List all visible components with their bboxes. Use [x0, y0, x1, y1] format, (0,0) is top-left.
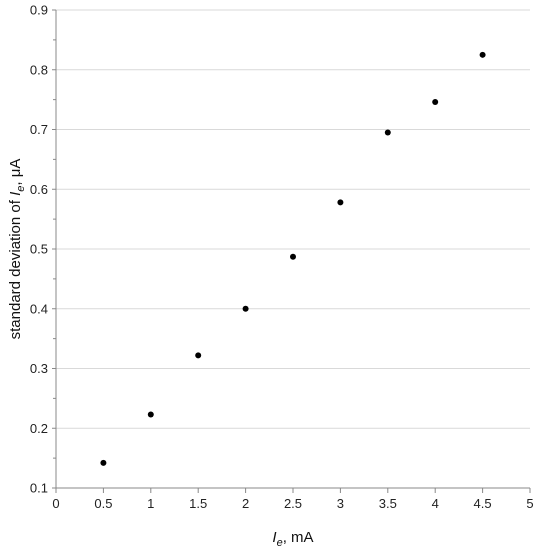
y-tick-label: 0.4 [30, 301, 48, 316]
data-point [100, 459, 107, 466]
data-point [242, 305, 249, 312]
y-tick-label: 0.5 [30, 242, 48, 257]
y-axis-title-var: I [7, 192, 24, 196]
x-tick-label: 2.5 [284, 496, 302, 511]
y-tick-label: 0.1 [30, 481, 48, 496]
x-tick-label: 4 [432, 496, 439, 511]
x-tick-label: 0.5 [94, 496, 112, 511]
x-tick-label: 3.5 [379, 496, 397, 511]
data-point [195, 352, 202, 359]
data-point [337, 199, 344, 206]
y-tick-label: 0.2 [30, 421, 48, 436]
data-point [384, 129, 391, 136]
y-axis-title-sub: e [15, 186, 27, 192]
y-tick-label: 0.3 [30, 361, 48, 376]
data-point [479, 51, 486, 58]
y-axis-title-rest: , μA [7, 159, 24, 186]
x-axis-title-var: I [272, 529, 276, 546]
data-points [100, 51, 486, 466]
x-tick-label: 2 [242, 496, 249, 511]
x-tick-label: 4.5 [474, 496, 492, 511]
x-tick-label: 1 [147, 496, 154, 511]
y-tick-label: 0.8 [30, 62, 48, 77]
y-axis-title: standard deviation of Ie, μA [7, 159, 27, 340]
y-tick-label: 0.6 [30, 182, 48, 197]
x-tick-label: 1.5 [189, 496, 207, 511]
y-axis-title-pre: standard deviation of [7, 196, 24, 339]
x-tick-label: 5 [526, 496, 533, 511]
tick-labels: 0.1 0.2 0.3 0.4 0.5 0.6 0.7 0.8 0.9 0 0.5 1 1.5 2 2.5 3… [30, 3, 534, 512]
grid-lines [56, 9, 530, 429]
x-axis-title: Ie, mA [272, 529, 313, 549]
data-point [290, 253, 296, 260]
data-point [147, 411, 154, 418]
data-point [432, 99, 439, 106]
x-axis-title-rest: , mA [283, 529, 314, 546]
x-tick-label: 3 [337, 496, 344, 511]
axes [52, 9, 531, 493]
y-tick-label: 0.9 [30, 3, 48, 18]
x-tick-label: 0 [52, 496, 59, 511]
y-tick-label: 0.7 [30, 122, 48, 137]
x-axis-title-sub: e [277, 537, 283, 549]
